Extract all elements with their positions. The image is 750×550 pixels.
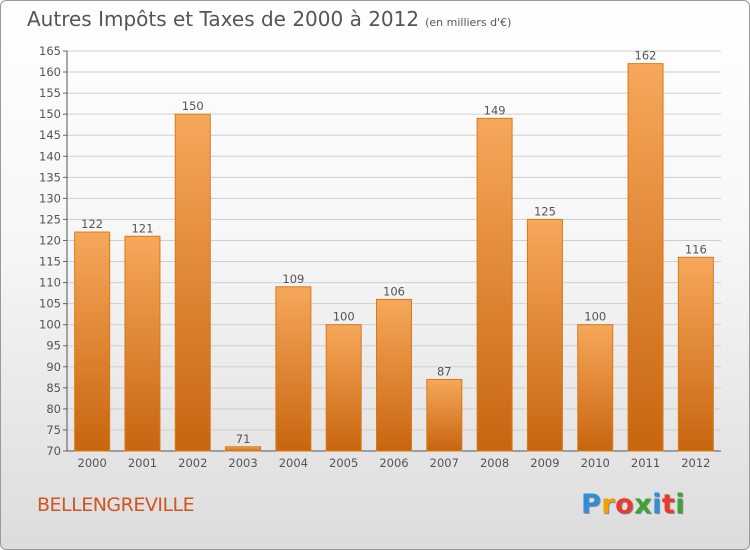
x-tick-label: 2003 — [228, 456, 257, 470]
bar — [526, 218, 563, 452]
bar — [325, 324, 362, 452]
logo-letter: i — [675, 489, 686, 520]
x-tick-label: 2002 — [178, 456, 207, 470]
data-label: 149 — [484, 103, 506, 117]
y-tick-label: 145 — [39, 128, 61, 142]
bar — [174, 113, 211, 452]
y-tick-label: 155 — [39, 86, 61, 100]
x-tick-label: 2005 — [329, 456, 358, 470]
y-tick-label: 120 — [39, 233, 61, 247]
bar — [677, 256, 714, 452]
logo-letter: o — [615, 489, 635, 520]
data-label: 125 — [534, 204, 556, 218]
y-tick-label: 100 — [39, 318, 61, 332]
y-tick-label: 75 — [46, 423, 61, 437]
data-label: 100 — [584, 310, 606, 324]
logo-letter: P — [581, 489, 602, 520]
x-tick-label: 2009 — [530, 456, 559, 470]
y-tick-label: 105 — [39, 297, 61, 311]
bar — [376, 298, 412, 452]
y-tick-label: 85 — [46, 381, 61, 395]
y-tick-label: 160 — [39, 65, 61, 79]
y-tick-label: 165 — [39, 44, 61, 58]
y-tick-label: 80 — [46, 402, 61, 416]
x-tick-label: 2001 — [128, 456, 157, 470]
data-label: 150 — [182, 99, 204, 113]
y-tick-label: 150 — [39, 107, 61, 121]
data-label: 109 — [282, 272, 304, 286]
x-tick-label: 2012 — [681, 456, 710, 470]
y-tick-label: 110 — [39, 276, 61, 290]
proxiti-logo[interactable]: Proxiti — [581, 489, 685, 520]
bar — [627, 63, 664, 452]
logo-letter: i — [652, 489, 662, 520]
bar — [426, 378, 463, 452]
logo-letter: t — [661, 489, 676, 520]
x-tick-label: 2008 — [480, 456, 509, 470]
y-tick-label: 95 — [46, 339, 61, 353]
chart-title-text: Autres Impôts et Taxes de 2000 à 2012 — [27, 7, 420, 31]
bar — [225, 446, 262, 452]
data-label: 122 — [81, 217, 103, 231]
y-tick-label: 115 — [39, 255, 61, 269]
y-tick-label: 130 — [39, 191, 61, 205]
x-tick-label: 2010 — [581, 456, 610, 470]
y-tick-label: 70 — [46, 444, 61, 458]
x-tick-label: 2011 — [631, 456, 660, 470]
data-label: 100 — [333, 310, 355, 324]
y-tick-label: 125 — [39, 212, 61, 226]
commune-name: BELLENGREVILLE — [37, 494, 195, 516]
logo-letter: r — [601, 489, 616, 520]
bar — [74, 231, 111, 452]
x-tick-label: 2006 — [379, 456, 408, 470]
data-label: 116 — [685, 242, 707, 256]
bar — [476, 117, 513, 452]
x-tick-label: 2004 — [279, 456, 308, 470]
y-tick-label: 140 — [39, 149, 61, 163]
bar — [577, 324, 614, 452]
y-tick-label: 135 — [39, 170, 61, 184]
labels: 70 75 80 85 90 95 100 105 110 115 120 125 130 135 140 1… — [39, 44, 710, 470]
data-label: 87 — [437, 364, 452, 378]
chart-subtitle: (en milliers d'€) — [425, 16, 512, 29]
bars — [74, 63, 714, 452]
data-label: 121 — [131, 221, 153, 235]
x-tick-label: 2000 — [78, 456, 107, 470]
chart-title: Autres Impôts et Taxes de 2000 à 2012 (en… — [27, 7, 511, 31]
x-tick-label: 2007 — [430, 456, 459, 470]
data-label: 106 — [383, 284, 405, 298]
bar — [124, 235, 161, 452]
data-label: 71 — [236, 432, 251, 446]
bar — [275, 286, 312, 452]
data-label: 162 — [635, 49, 657, 63]
logo-letter: x — [634, 489, 653, 520]
y-tick-label: 90 — [46, 360, 61, 374]
